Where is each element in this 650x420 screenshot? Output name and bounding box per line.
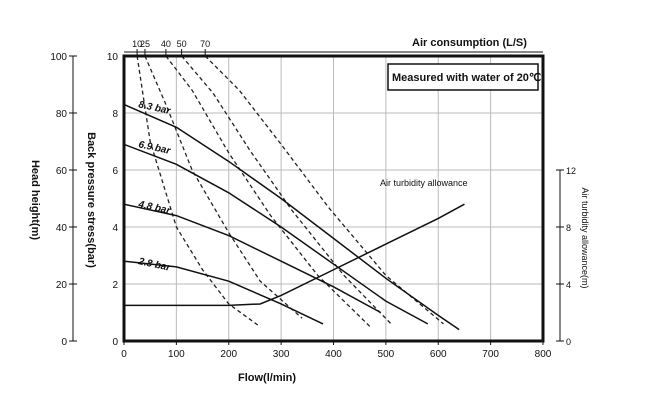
top-tick-label: 10 [132,39,142,49]
note-text: Measured with water of 20℃ [392,72,541,84]
series-label: Air turbidity allowance [380,178,468,188]
y-axis-label-outer: Head height(m) [29,160,41,240]
y-tick-label: 0 [112,337,118,348]
top-tick-label: 70 [200,39,210,49]
right-tick-label: 0 [566,337,571,347]
series-label: 8.3 bar [137,99,172,117]
top-axis-label: Air consumption (L/S) [412,37,527,49]
series-line [123,103,460,331]
x-tick-label: 700 [482,349,499,360]
top-tick-label: 40 [161,39,171,49]
y-tick-label: 6 [112,166,118,177]
outer-tick-label: 100 [50,52,67,63]
note-box [387,63,539,91]
air-consumption-curve [144,55,303,319]
x-tick-label: 800 [535,349,552,360]
y-tick-label: 2 [112,280,118,291]
y-axis-label-inner: Back pressure stress(bar) [85,132,97,268]
axes: 0 100 200 300 400 500 600 700 800024681002040608… [50,39,576,360]
air-consumption-curves [136,55,444,328]
air-consumption-curve [165,55,371,328]
x-tick-label: 0 [121,349,127,360]
x-axis-label: Flow(l/min) [238,372,296,384]
y-tick-label: 8 [112,109,118,120]
x-tick-label: 300 [273,349,290,360]
right-tick-label: 12 [566,166,576,176]
y-tick-label: 10 [107,52,119,63]
x-tick-label: 500 [378,349,395,360]
top-tick-label: 25 [140,39,150,49]
outer-tick-label: 20 [56,280,68,291]
top-tick-label: 50 [177,39,187,49]
x-tick-label: 100 [168,349,185,360]
series-line [123,203,381,314]
right-tick-label: 4 [566,280,571,290]
outer-tick-label: 80 [56,109,68,120]
x-tick-label: 600 [430,349,447,360]
outer-tick-label: 60 [56,166,68,177]
right-tick-label: 8 [566,223,571,233]
air-consumption-curve [136,55,261,328]
x-tick-label: 200 [220,349,237,360]
y-axis-label-right: Air turbidity allowance(m) [580,187,590,288]
series-label: 6.9 bar [137,139,172,157]
y-tick-label: 4 [112,223,118,234]
grid [123,55,544,342]
series-line [124,203,465,307]
series-line [123,143,429,325]
performance-curves: 8.3 bar 6.9 bar 4.8 bar 2.8 bar Air turbidit… [123,99,468,331]
series-line [123,260,324,325]
x-tick-label: 400 [325,349,342,360]
air-consumption-curve [204,55,444,325]
outer-tick-label: 0 [61,337,67,348]
series-label: 4.8 bar [136,199,172,217]
series-label: 2.8 bar [136,256,172,274]
outer-tick-label: 40 [56,223,68,234]
